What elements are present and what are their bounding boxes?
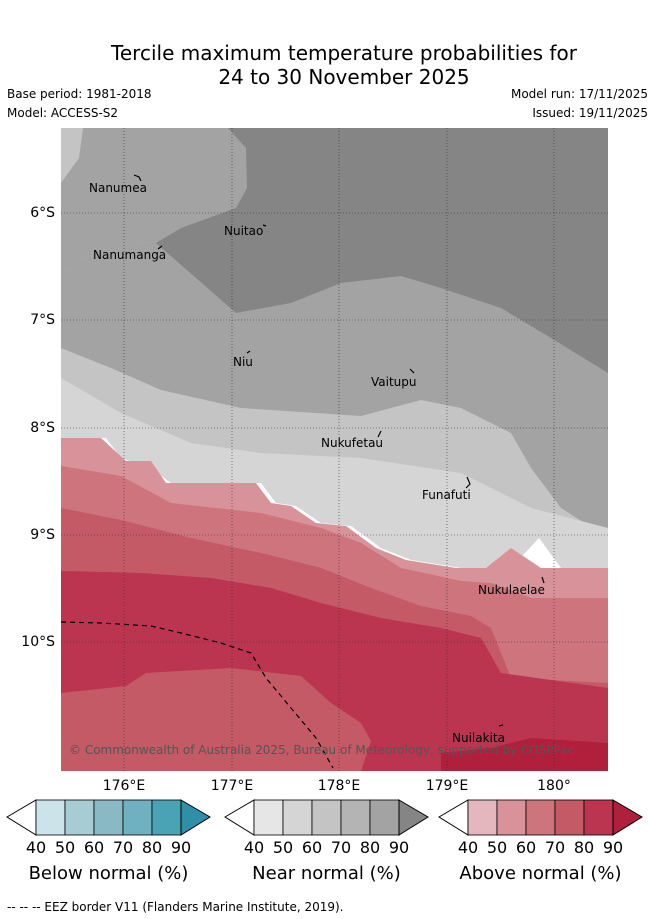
lat-label-9s: 9°S: [30, 527, 55, 543]
tick-near-70: 70: [330, 838, 352, 857]
place-nuilakita: Nuilakita: [452, 731, 505, 745]
eez-legend: -- -- -- EEZ border V11 (Flanders Marine…: [7, 900, 344, 914]
colorbar-below-swatch-80: [151, 799, 182, 836]
colorbar-title-above: Above normal (%): [459, 863, 622, 884]
tick-near-40: 40: [243, 838, 265, 857]
tick-above-90: 90: [602, 838, 624, 857]
tick-below-60: 60: [83, 838, 105, 857]
copyright-notice: © Commonwealth of Australia 2025, Bureau…: [69, 743, 574, 757]
colorbar-above-swatch-60: [525, 799, 556, 836]
lat-label-10s: 10°S: [21, 634, 55, 650]
colorbar-near-extend-high: [398, 799, 429, 836]
colorbar-near-swatch-70: [340, 799, 371, 836]
place-nukulaelae: Nukulaelae: [478, 583, 545, 597]
colorbar-below-swatch-70: [122, 799, 153, 836]
place-vaitupu: Vaitupu: [371, 375, 417, 389]
colorbar-below-extend-high: [180, 799, 211, 836]
lat-label-6s: 6°S: [30, 205, 55, 221]
place-nuitao: Nuitao: [224, 224, 263, 238]
tick-near-90: 90: [388, 838, 410, 857]
lon-label-176e: 176°E: [102, 778, 146, 794]
tick-below-40: 40: [25, 838, 47, 857]
colorbar-above-swatch-80: [583, 799, 614, 836]
graticule: [61, 128, 608, 771]
colorbar-below-swatch-50: [64, 799, 95, 836]
place-nukufetau: Nukufetau: [321, 436, 383, 450]
colorbar-near-swatch-80: [369, 799, 400, 836]
lon-label-177e: 177°E: [210, 778, 254, 794]
colorbar-above-extend-low: [438, 799, 469, 836]
place-nanumea: Nanumea: [89, 181, 147, 195]
colorbar-below-normal: [6, 799, 211, 836]
lon-label-180: 180°: [537, 778, 571, 794]
eez-border: [61, 621, 334, 769]
model-run: Model run: 17/11/2025: [510, 87, 648, 101]
lat-label-7s: 7°S: [30, 312, 55, 328]
island-outlines: [133, 174, 545, 727]
colorbar-near-swatch-50: [282, 799, 313, 836]
colorbar-near-normal: [224, 799, 429, 836]
tick-below-80: 80: [141, 838, 163, 857]
place-niu: Niu: [233, 355, 253, 369]
colorbar-above-swatch-50: [496, 799, 527, 836]
colorbar-above-extend-high: [612, 799, 643, 836]
tick-above-50: 50: [486, 838, 508, 857]
colorbar-below-swatch-60: [93, 799, 124, 836]
colorbar-above-swatch-40: [467, 799, 498, 836]
map-zone-above-90: [441, 738, 608, 771]
tick-above-80: 80: [573, 838, 595, 857]
map-zone-near-80-nw: [61, 128, 247, 268]
tick-near-50: 50: [272, 838, 294, 857]
colorbar-above-normal: [438, 799, 643, 836]
title-line-1: Tercile maximum temperature probabilitie…: [111, 41, 577, 65]
tick-below-50: 50: [54, 838, 76, 857]
probability-map: Nanumea Nuitao Nanumanga Niu Vaitupu Nuk…: [61, 128, 608, 771]
colorbar-below-extend-low: [6, 799, 37, 836]
colorbar-near-swatch-60: [311, 799, 342, 836]
place-funafuti: Funafuti: [422, 488, 471, 502]
title-line-2: 24 to 30 November 2025: [218, 65, 470, 89]
map-zone-above-70-southwest: [61, 728, 361, 771]
lon-label-179e: 179°E: [425, 778, 469, 794]
tick-near-60: 60: [301, 838, 323, 857]
lon-label-178e: 178°E: [317, 778, 361, 794]
tick-below-90: 90: [170, 838, 192, 857]
colorbar-near-swatch-40: [253, 799, 284, 836]
title: Tercile maximum temperature probabilitie…: [0, 41, 655, 89]
colorbar-below-swatch-40: [35, 799, 66, 836]
issued-date: Issued: 19/11/2025: [532, 106, 648, 120]
colorbar-title-below: Below normal (%): [28, 863, 189, 884]
tick-near-80: 80: [359, 838, 381, 857]
tick-above-40: 40: [457, 838, 479, 857]
model-name: Model: ACCESS-S2: [7, 106, 119, 120]
colorbar-near-extend-low: [224, 799, 255, 836]
tick-above-60: 60: [515, 838, 537, 857]
base-period: Base period: 1981-2018: [7, 87, 152, 101]
lat-label-8s: 8°S: [30, 420, 55, 436]
colorbar-above-swatch-70: [554, 799, 585, 836]
place-labels: Nanumea Nuitao Nanumanga Niu Vaitupu Nuk…: [89, 181, 545, 745]
tick-above-70: 70: [544, 838, 566, 857]
map-zone-near-70-nw: [61, 128, 83, 183]
tick-below-70: 70: [112, 838, 134, 857]
place-nanumanga: Nanumanga: [93, 248, 166, 262]
colorbar-title-near: Near normal (%): [252, 863, 401, 884]
